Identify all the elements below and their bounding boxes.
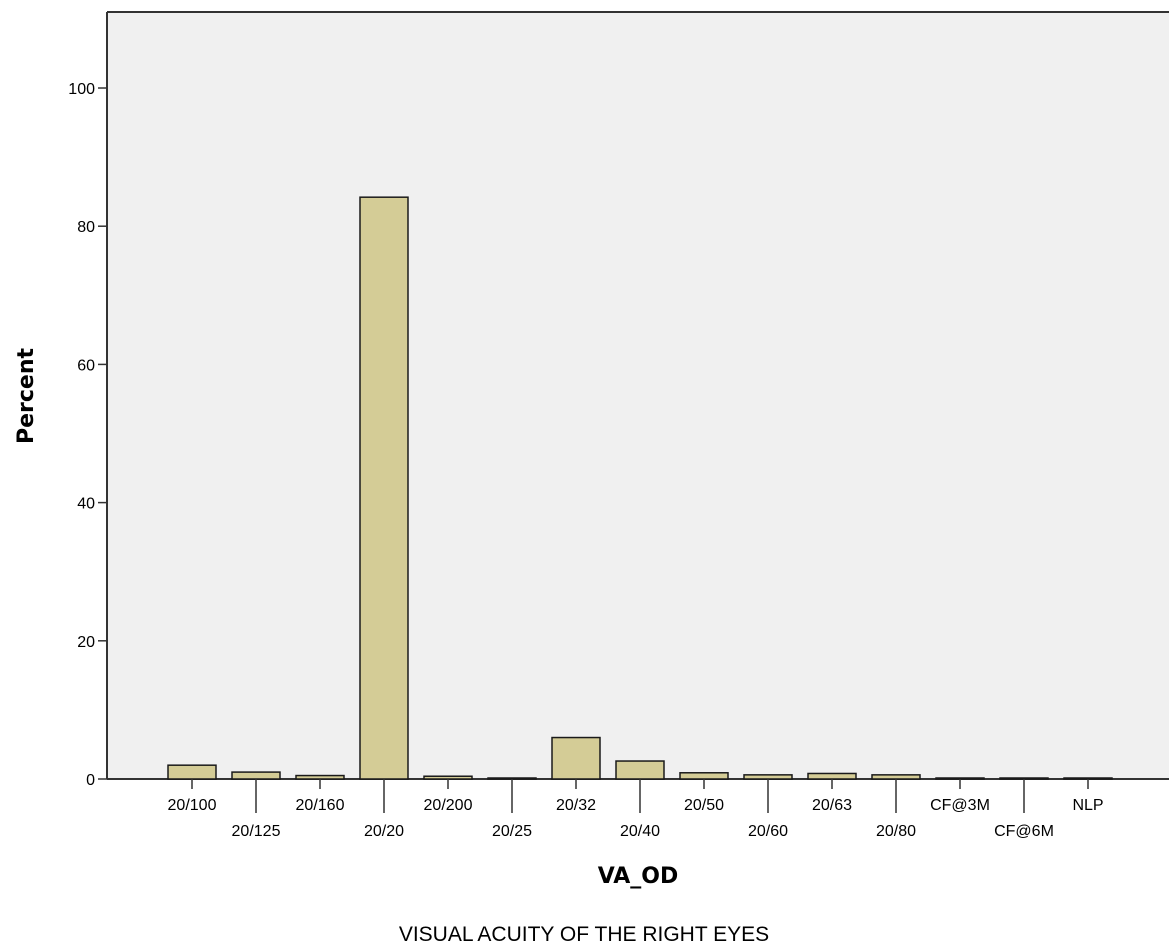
bar <box>488 778 536 779</box>
bar <box>680 773 728 779</box>
x-tick-label: 20/125 <box>232 823 281 840</box>
y-tick-label: 0 <box>86 772 95 789</box>
y-axis-title: Percent <box>14 348 39 445</box>
y-tick-label: 60 <box>77 357 95 374</box>
x-tick-label: 20/100 <box>168 797 217 814</box>
x-tick-label: 20/60 <box>748 823 788 840</box>
x-tick-label: 20/25 <box>492 823 532 840</box>
bar <box>1064 778 1112 779</box>
chart-caption: VISUAL ACUITY OF THE RIGHT EYES <box>399 923 769 946</box>
x-tick-label: CF@6M <box>994 823 1054 840</box>
bar <box>296 776 344 779</box>
bar <box>168 765 216 779</box>
bar <box>424 776 472 779</box>
bar <box>1000 778 1048 779</box>
plot-area <box>107 12 1169 779</box>
bar <box>744 775 792 779</box>
bar <box>552 738 600 779</box>
y-tick-label: 40 <box>77 496 95 513</box>
x-tick-label: 20/80 <box>876 823 916 840</box>
bar <box>232 772 280 779</box>
bar <box>360 197 408 779</box>
x-tick-label: 20/32 <box>556 797 596 814</box>
x-tick-label: CF@3M <box>930 797 990 814</box>
x-tick-label: 20/160 <box>296 797 345 814</box>
bar <box>936 778 984 779</box>
x-tick-label: NLP <box>1072 797 1103 814</box>
y-tick-label: 80 <box>77 219 95 236</box>
x-axis-ticks: 20/100 20/125 20/160 20/20 20/200 20/25 20/32 2… <box>168 779 1104 840</box>
x-tick-label: 20/40 <box>620 823 660 840</box>
bar <box>872 775 920 779</box>
x-tick-label: 20/63 <box>812 797 852 814</box>
x-tick-label: 20/50 <box>684 797 724 814</box>
y-tick-label: 20 <box>77 634 95 651</box>
y-tick-label: 100 <box>68 81 95 98</box>
x-axis-title: VA_OD <box>598 864 679 889</box>
x-tick-label: 20/200 <box>424 797 473 814</box>
bar <box>808 773 856 779</box>
bar <box>616 761 664 779</box>
y-axis-ticks: 0 20 40 60 80 100 <box>68 81 107 789</box>
x-tick-label: 20/20 <box>364 823 404 840</box>
